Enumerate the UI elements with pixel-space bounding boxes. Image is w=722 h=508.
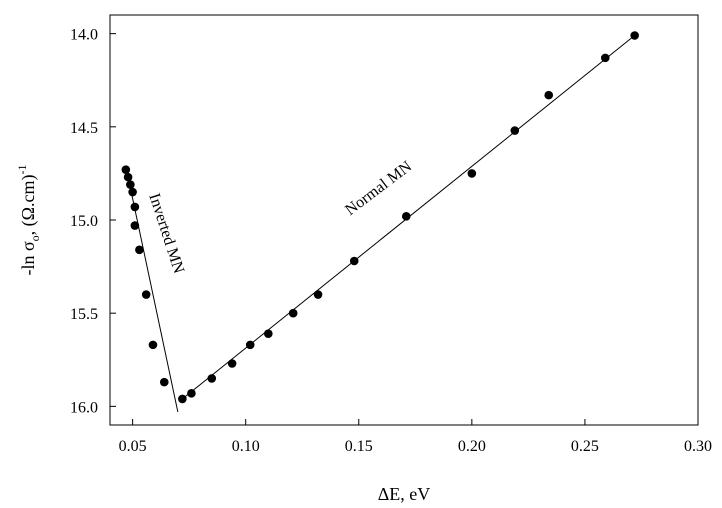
data-point [135, 245, 144, 255]
data-point [126, 180, 135, 189]
data-point [227, 359, 237, 368]
x-tick-label: 0.05 [119, 438, 147, 455]
y-tick-label: 16.0 [70, 399, 98, 416]
annotations: Inverted MN Normal MN [145, 158, 415, 276]
data-point [313, 290, 323, 299]
data-point [187, 389, 196, 398]
annotation-label: Normal MN [342, 158, 415, 219]
data-point [178, 394, 187, 404]
y-axis-title-subscript: o [28, 235, 42, 241]
data-point [148, 340, 158, 350]
fit-lines [127, 33, 638, 413]
x-tick-label: 0.25 [571, 438, 599, 455]
data-point [510, 126, 520, 135]
annotation-label: Inverted MN [145, 191, 187, 276]
y-axis-title-rest: , (Ω.cm) [18, 174, 39, 235]
fit-line [127, 177, 179, 413]
x-axis-title: ΔE, eV [378, 484, 431, 504]
x-tick-label: 0.10 [232, 438, 260, 455]
plot-frame [109, 14, 699, 426]
y-axis-title: -ln σo, (Ω.cm)-1 [15, 164, 42, 275]
data-point [288, 308, 298, 318]
data-point [600, 53, 610, 63]
data-point [128, 187, 137, 197]
data-point [264, 329, 273, 338]
data-point [544, 90, 554, 100]
x-axis-ticks: 0.05 0.10 0.15 0.20 0.25 0.30 [119, 419, 712, 455]
data-points [121, 31, 639, 404]
data-point [245, 340, 255, 350]
x-tick-label: 0.15 [345, 438, 373, 455]
data-point [130, 202, 140, 212]
x-tick-label: 0.20 [458, 438, 486, 455]
y-tick-label: 14.5 [70, 120, 98, 137]
y-tick-label: 15.0 [70, 213, 98, 230]
data-point [467, 169, 477, 178]
data-point [121, 165, 131, 174]
y-tick-label: 15.5 [70, 306, 98, 323]
data-point [349, 256, 359, 266]
data-point [141, 290, 151, 299]
y-axis-title-main: -ln σ [18, 241, 38, 275]
data-point [401, 211, 411, 221]
data-point [630, 31, 639, 40]
x-tick-label: 0.30 [684, 438, 712, 455]
data-point [130, 221, 140, 230]
y-axis-ticks: 14.0 14.5 15.0 15.5 16.0 [70, 27, 116, 416]
data-point [123, 172, 133, 182]
data-point [159, 377, 169, 387]
data-point [207, 374, 217, 383]
y-axis-title-superscript: -1 [15, 164, 29, 174]
y-tick-label: 14.0 [70, 27, 98, 44]
